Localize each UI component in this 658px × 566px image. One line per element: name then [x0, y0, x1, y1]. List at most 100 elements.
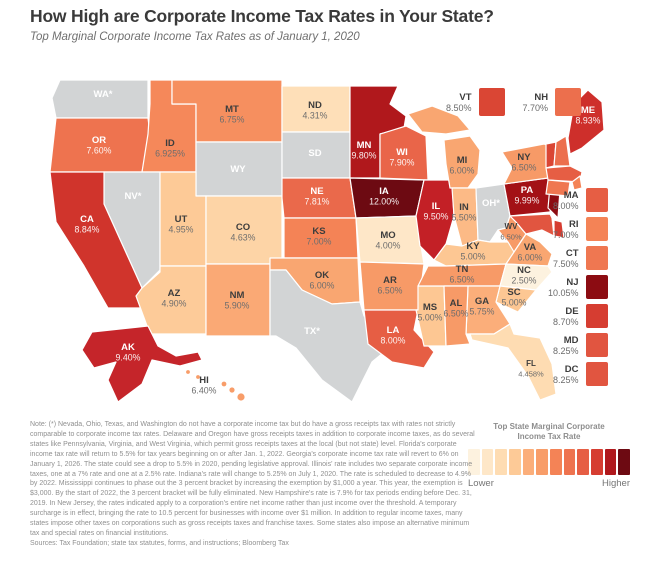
callout-RI: RI 7.00%: [548, 217, 608, 241]
callout-swatch: [585, 246, 608, 270]
state-label-SD: SD: [308, 148, 321, 159]
svg-text:4.90%: 4.90%: [162, 299, 187, 309]
callout-swatch: [585, 217, 608, 241]
svg-text:5.00%: 5.00%: [461, 252, 486, 262]
state-label-UT: UT4.95%: [169, 214, 194, 235]
state-AK: [81, 325, 203, 403]
callout-code: NJ: [566, 276, 579, 288]
callout-VT: VT 8.50%: [446, 88, 505, 116]
callout-code: VT: [459, 91, 472, 103]
legend-swatch: [550, 449, 562, 475]
state-label-AK: AK9.40%: [116, 342, 141, 363]
svg-text:WY: WY: [230, 164, 246, 175]
legend-title: Top State Marginal Corporate Income Tax …: [468, 422, 630, 442]
callout-code: NH: [534, 91, 549, 103]
state-HI: [184, 368, 192, 376]
callout-code: DE: [565, 305, 579, 317]
state-label-WI: WI7.90%: [390, 147, 415, 168]
state-label-NE: NE7.81%: [305, 186, 330, 207]
note-text: Note: (*) Nevada, Ohio, Texas, and Washi…: [30, 421, 475, 537]
state-label-WA: WA*: [94, 89, 113, 100]
state-MD: [509, 213, 555, 237]
svg-text:7.00%: 7.00%: [307, 237, 332, 247]
legend-swatch: [481, 449, 494, 475]
legend-swatch: [577, 449, 590, 475]
callout-swatch: [585, 304, 608, 328]
state-CT: [545, 179, 571, 197]
state-label-CA: CA8.84%: [75, 214, 100, 235]
svg-text:IN: IN: [459, 202, 469, 213]
svg-text:6.50%: 6.50%: [444, 309, 469, 319]
svg-text:7.81%: 7.81%: [305, 197, 330, 207]
svg-text:8.84%: 8.84%: [75, 225, 100, 235]
callout-DC: DC 8.25%: [548, 362, 608, 386]
svg-text:4.31%: 4.31%: [303, 111, 328, 121]
header: How High are Corporate Income Tax Rates …: [30, 6, 494, 43]
svg-text:AL: AL: [450, 298, 463, 309]
svg-text:CO: CO: [236, 222, 250, 233]
svg-text:6.00%: 6.00%: [450, 166, 475, 176]
state-label-NY: NY6.50%: [512, 152, 537, 173]
legend-swatch: [495, 449, 508, 475]
state-label-LA: LA8.00%: [381, 325, 406, 346]
svg-text:NM: NM: [230, 290, 245, 301]
legend-swatch: [468, 449, 480, 475]
state-label-MT: MT6.75%: [220, 104, 245, 125]
svg-text:4.458%: 4.458%: [518, 370, 544, 379]
legend-title-line1: Top State Marginal Corporate: [493, 422, 605, 431]
svg-text:ID: ID: [165, 138, 175, 149]
svg-text:9.40%: 9.40%: [116, 353, 141, 363]
state-label-IN: IN5.50%: [452, 202, 477, 223]
svg-text:UT: UT: [175, 214, 188, 225]
state-MI: [407, 105, 471, 135]
svg-text:5.00%: 5.00%: [418, 313, 443, 323]
page-subtitle: Top Marginal Corporate Income Tax Rates …: [30, 31, 360, 43]
state-label-AR: AR6.50%: [378, 275, 403, 296]
legend-swatch: [536, 449, 549, 475]
callout-swatch: [585, 275, 608, 299]
callout-value: 7.50%: [553, 258, 579, 269]
state-label-AL: AL6.50%: [444, 298, 469, 319]
callout-swatch: [555, 88, 582, 116]
legend-title-line2: Income Tax Rate: [517, 432, 581, 441]
svg-text:CA: CA: [80, 214, 94, 225]
svg-text:SD: SD: [308, 148, 321, 159]
svg-text:5.90%: 5.90%: [225, 301, 250, 311]
callouts-northeast-top: VT 8.50% NH 7.70%: [446, 88, 582, 116]
svg-text:MT: MT: [225, 104, 239, 115]
svg-text:NV*: NV*: [125, 191, 142, 202]
svg-text:9.80%: 9.80%: [352, 151, 377, 161]
state-label-OK: OK6.00%: [310, 270, 335, 291]
svg-text:ND: ND: [308, 100, 322, 111]
callout-value: 8.00%: [553, 200, 579, 211]
state-label-CO: CO4.63%: [231, 222, 256, 243]
state-label-MN: MN9.80%: [352, 140, 377, 161]
svg-text:NY: NY: [517, 152, 531, 163]
legend-swatch: [604, 449, 617, 475]
svg-text:MI: MI: [457, 155, 468, 166]
state-label-MI: MI6.00%: [450, 155, 475, 176]
state-label-SC: SC5.00%: [502, 287, 527, 308]
callout-NJ: NJ 10.05%: [548, 275, 608, 299]
callout-value: 8.70%: [553, 316, 579, 327]
svg-text:NE: NE: [310, 186, 323, 197]
svg-text:ME: ME: [581, 105, 595, 116]
svg-text:5.00%: 5.00%: [502, 298, 527, 308]
callout-code: RI: [569, 218, 579, 230]
state-label-ME: ME8.93%: [576, 105, 601, 126]
callout-swatch: [585, 362, 608, 386]
legend-lower-label: Lower: [468, 478, 494, 489]
svg-text:9.99%: 9.99%: [515, 196, 540, 206]
svg-text:TN: TN: [456, 264, 469, 275]
svg-text:OH*: OH*: [482, 198, 500, 209]
svg-text:AK: AK: [121, 342, 135, 353]
state-label-NM: NM5.90%: [225, 290, 250, 311]
state-label-IL: IL9.50%: [424, 201, 449, 222]
callout-code: CT: [565, 247, 579, 259]
svg-text:IA: IA: [379, 186, 389, 197]
svg-text:6.50%: 6.50%: [378, 286, 403, 296]
svg-text:9.50%: 9.50%: [424, 212, 449, 222]
callout-CT: CT 7.50%: [548, 246, 608, 270]
svg-text:SC: SC: [507, 287, 520, 298]
legend-swatch: [591, 449, 603, 475]
